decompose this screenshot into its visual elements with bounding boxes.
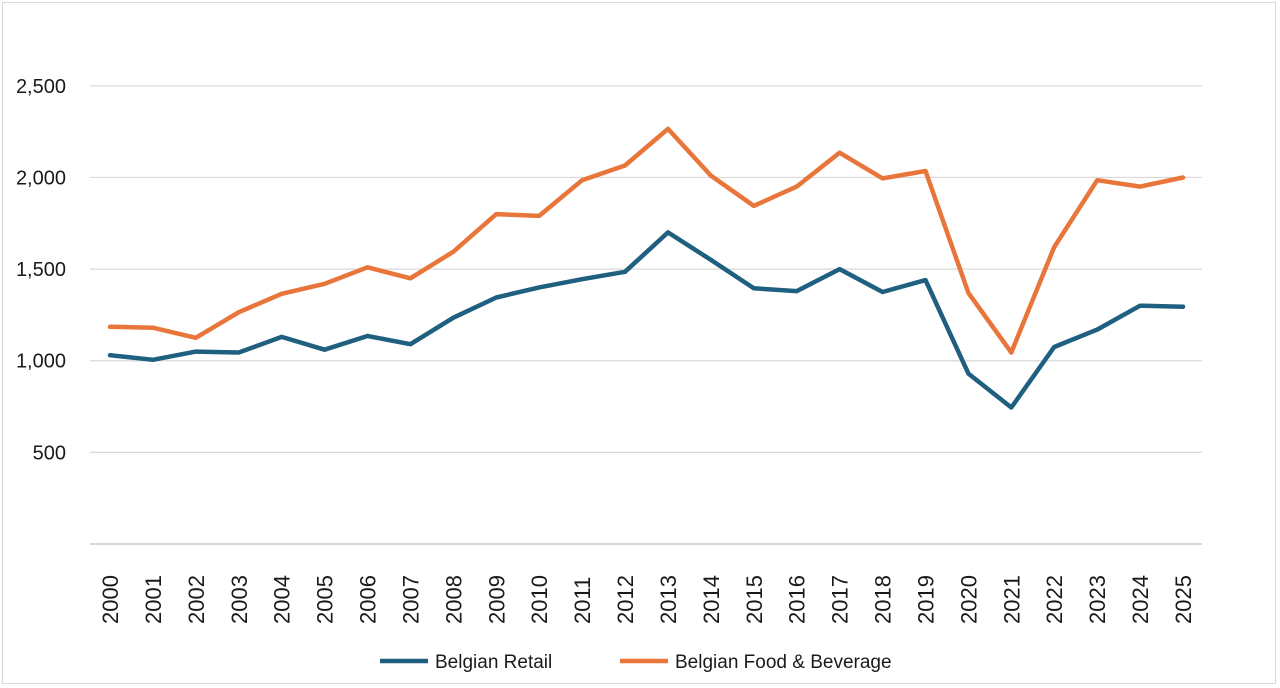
- x-tick-label: 2018: [871, 575, 896, 624]
- data-point: [880, 176, 885, 181]
- x-tick-label: 2005: [313, 575, 338, 624]
- data-point: [1181, 304, 1185, 309]
- data-point: [880, 290, 885, 294]
- data-point: [923, 169, 928, 174]
- x-tick-label: 2019: [913, 575, 938, 624]
- y-tick-label: 2,000: [16, 167, 66, 189]
- data-point: [150, 357, 155, 362]
- x-tick-label: 2003: [227, 575, 252, 624]
- data-point: [365, 265, 370, 270]
- x-tick-label: 2008: [441, 575, 466, 624]
- data-point: [1052, 344, 1057, 349]
- x-tick-label: 2012: [613, 575, 638, 624]
- gridlines: [90, 85, 1202, 453]
- y-tick-label: 1,500: [16, 259, 66, 281]
- data-point: [279, 291, 284, 296]
- x-tick-label: 2021: [999, 575, 1024, 624]
- x-tick-label: 2024: [1128, 575, 1153, 624]
- x-tick-label: 2004: [270, 575, 295, 624]
- data-point: [408, 342, 413, 347]
- data-point: [1095, 327, 1100, 332]
- data-point: [1052, 245, 1057, 250]
- data-point: [837, 150, 842, 155]
- data-point: [966, 371, 971, 376]
- legend-label: Belgian Retail: [435, 652, 552, 673]
- x-tick-label: 2014: [699, 575, 724, 624]
- data-point: [1181, 175, 1185, 180]
- data-point: [1138, 303, 1143, 308]
- y-tick-label: 2,500: [16, 76, 66, 98]
- data-point: [580, 277, 585, 282]
- data-point: [1009, 350, 1014, 355]
- x-tick-label: 2025: [1171, 575, 1196, 624]
- data-point: [665, 230, 670, 235]
- x-tick-label: 2023: [1085, 575, 1110, 624]
- series-line-belgian-retail: [107, 230, 1186, 410]
- legend-label: Belgian Food & Beverage: [675, 652, 892, 673]
- x-tick-label: 2013: [656, 575, 681, 624]
- data-point: [451, 249, 456, 254]
- x-tick-label: 2002: [184, 575, 209, 624]
- data-point: [451, 315, 456, 320]
- data-point: [837, 267, 842, 272]
- x-tick-label: 2001: [141, 575, 166, 624]
- data-point: [193, 349, 198, 354]
- x-tick-label: 2020: [956, 575, 981, 624]
- data-point: [537, 285, 542, 290]
- x-tick-label: 2022: [1042, 575, 1067, 624]
- legend: Belgian Retail Belgian Food & Beverage: [380, 652, 892, 673]
- data-point: [794, 184, 799, 189]
- data-point: [1138, 184, 1143, 189]
- x-tick-label: 2016: [785, 575, 810, 624]
- data-point: [751, 286, 756, 291]
- x-tick-label: 2007: [398, 575, 423, 624]
- data-point: [966, 290, 971, 295]
- x-tick-label: 2000: [98, 575, 123, 624]
- series-lines: [107, 126, 1186, 410]
- x-axis-ticks: 2000 2001 2002 2003 2004 2005 2006 2007 2008 2009…: [98, 575, 1196, 624]
- y-axis-ticks: 500 1,000 1,500 2,000 2,500: [16, 76, 66, 465]
- x-tick-label: 2015: [742, 575, 767, 624]
- data-point: [794, 289, 799, 294]
- x-tick-label: 2009: [484, 575, 509, 624]
- data-point: [708, 173, 713, 178]
- data-point: [494, 212, 499, 217]
- data-point: [322, 281, 327, 286]
- y-tick-label: 1,000: [16, 351, 66, 373]
- data-point: [365, 333, 370, 338]
- data-point: [236, 350, 241, 355]
- data-point: [665, 126, 670, 131]
- data-point: [623, 269, 628, 274]
- x-tick-label: 2006: [356, 575, 381, 624]
- data-point: [708, 257, 713, 262]
- data-point: [322, 347, 327, 352]
- data-point: [623, 163, 628, 168]
- data-point: [580, 178, 585, 183]
- data-point: [150, 325, 155, 330]
- data-point: [751, 203, 756, 208]
- x-tick-label: 2011: [570, 577, 595, 624]
- data-point: [236, 310, 241, 315]
- data-point: [193, 335, 198, 340]
- series-line-belgian-food-beverage: [107, 126, 1186, 355]
- y-tick-label: 500: [33, 442, 66, 464]
- x-tick-label: 2010: [527, 575, 552, 624]
- data-point: [279, 334, 284, 339]
- data-point: [1009, 405, 1014, 410]
- data-point: [923, 278, 928, 283]
- data-point: [408, 276, 413, 281]
- data-point: [108, 324, 112, 329]
- data-point: [494, 295, 499, 300]
- x-tick-label: 2017: [828, 575, 853, 624]
- data-point: [1095, 178, 1100, 183]
- data-point: [537, 213, 542, 218]
- data-point: [108, 353, 112, 358]
